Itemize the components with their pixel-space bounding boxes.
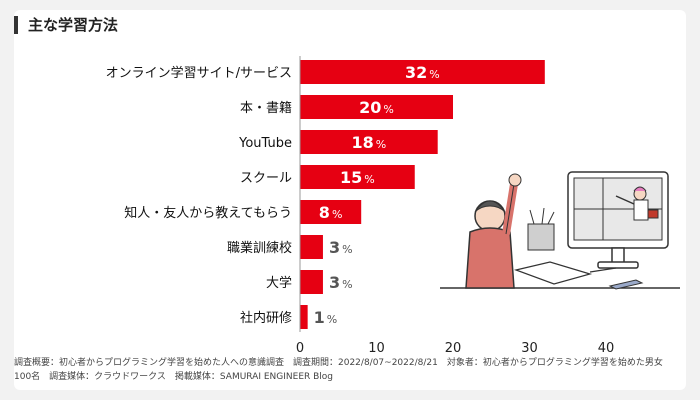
- x-tick-label-2: 20: [445, 341, 462, 356]
- category-label-2: YouTube: [238, 136, 292, 151]
- value-label-4: 8%: [319, 203, 343, 222]
- bar-6: [300, 270, 323, 294]
- bar-5: [300, 235, 323, 259]
- bar-1: [300, 95, 453, 119]
- value-label-2: 18%: [351, 133, 386, 152]
- bar-chart: オンライン学習サイト/サービス 32 % 本・書籍 20 % YouTube 18 % スクール 1…: [106, 56, 615, 356]
- category-label-5: 職業訓練校: [227, 240, 292, 256]
- survey-notes: 調査概要：初心者からプログラミング学習を始めた人への意識調査 調査期間：2022…: [14, 356, 674, 384]
- value-label-1: 20%: [359, 98, 394, 117]
- value-label-3: 15%: [340, 168, 375, 187]
- chart-title: 主な学習方法: [28, 16, 119, 34]
- bar-3: [300, 165, 415, 189]
- student-illustration: [440, 171, 680, 290]
- survey-notes-line2: 100名 調査媒体：クラウドワークス 掲載媒体：SAMURAI ENGINEER…: [14, 372, 334, 382]
- category-label-1: 本・書籍: [240, 100, 292, 116]
- bar-0: [300, 60, 545, 84]
- value-label-5: 3%: [329, 238, 353, 257]
- category-label-3: スクール: [240, 171, 292, 186]
- bar-7: [300, 305, 308, 329]
- x-tick-label-1: 10: [368, 341, 385, 356]
- bar-2: [300, 130, 438, 154]
- x-tick-label-3: 30: [521, 341, 538, 356]
- category-label-7: 社内研修: [240, 310, 292, 326]
- title-accent-bar: [14, 16, 18, 34]
- x-tick-label-0: 0: [296, 341, 304, 356]
- bar-4: [300, 200, 362, 224]
- category-label-0: オンライン学習サイト/サービス: [106, 65, 292, 81]
- value-label-7: 1%: [314, 308, 338, 327]
- value-label-6: 3%: [329, 273, 353, 292]
- x-tick-label-4: 40: [598, 341, 615, 356]
- value-label-0: 32%: [405, 63, 440, 82]
- category-label-4: 知人・友人から教えてもらう: [124, 205, 292, 221]
- survey-notes-line1: 調査概要：初心者からプログラミング学習を始めた人への意識調査 調査期間：2022…: [14, 358, 663, 368]
- category-label-6: 大学: [266, 275, 292, 291]
